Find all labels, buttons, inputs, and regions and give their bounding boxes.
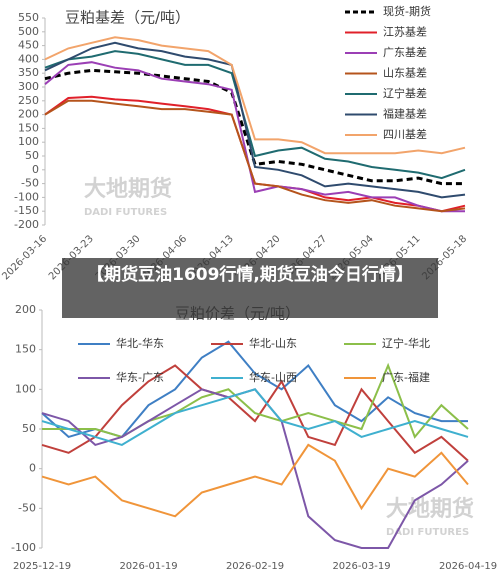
y-tick-label: 200: [15, 303, 36, 316]
y-tick-label: 50: [22, 422, 36, 435]
y-tick-label: 350: [18, 66, 39, 79]
y-tick-label: -50: [18, 501, 36, 514]
series-line: [44, 41, 466, 199]
series-line: [41, 443, 469, 518]
y-tick-label: 0: [29, 462, 36, 475]
series-line: [44, 99, 466, 213]
series-line: [42, 362, 469, 439]
y-tick-label: -50: [21, 177, 39, 190]
y-tick-label: -100: [14, 190, 39, 203]
legend-label: 广东基差: [383, 45, 427, 59]
legend-label: 华东-广东: [116, 370, 164, 384]
legend-label: 现货-期货: [383, 4, 431, 18]
x-tick-label: 2026-03-16: [0, 233, 49, 282]
legend-label: 华北-华东: [116, 336, 164, 350]
article-title[interactable]: 【期货豆油1609行情,期货豆油今日行情】: [62, 258, 438, 318]
legend-label: 华北-山东: [249, 336, 297, 350]
x-tick-label: 2026-04-19: [439, 561, 497, 572]
y-tick-label: -200: [14, 218, 39, 231]
watermark: DADI FUTURES: [386, 527, 469, 538]
watermark: 大地期货: [386, 496, 474, 522]
legend-label: 广东-福建: [382, 370, 430, 384]
y-tick-label: 50: [25, 149, 39, 162]
y-tick-label: 200: [18, 108, 39, 121]
y-tick-label: -150: [14, 204, 39, 217]
watermark: 大地期货: [84, 176, 172, 202]
legend-label: 福建基差: [383, 107, 427, 121]
watermark: DADI FUTURES: [84, 207, 167, 218]
chart-title: 豆粕基差（元/吨）: [65, 9, 190, 27]
series-line: [41, 388, 469, 446]
x-tick-label: 2025-12-19: [13, 561, 71, 572]
legend-label: 辽宁-华北: [382, 336, 430, 350]
x-tick-label: 2026-01-19: [119, 561, 177, 572]
series-line: [44, 61, 465, 213]
legend-label: 辽宁基差: [383, 86, 427, 100]
y-tick-label: 100: [18, 135, 39, 148]
legend-label: 华东-山西: [249, 370, 297, 384]
legend-label: 江苏基差: [383, 25, 427, 39]
y-tick-label: 150: [15, 343, 36, 356]
y-tick-label: 300: [18, 80, 39, 93]
y-tick-label: 150: [18, 121, 39, 134]
series-line: [44, 36, 466, 155]
x-tick-label: 2026-02-19: [226, 561, 284, 572]
y-tick-label: 500: [18, 25, 39, 38]
legend-label: 四川基差: [383, 127, 427, 141]
series-line: [44, 50, 466, 180]
y-tick-label: 450: [18, 39, 39, 52]
y-tick-label: -100: [11, 541, 36, 554]
series-line: [41, 364, 469, 462]
y-tick-label: 550: [18, 11, 39, 24]
y-tick-label: 400: [18, 52, 39, 65]
y-tick-label: 0: [32, 163, 39, 176]
series-line: [44, 68, 465, 186]
y-tick-label: 100: [15, 382, 36, 395]
x-tick-label: 2026-03-19: [332, 561, 390, 572]
y-tick-label: 250: [18, 94, 39, 107]
legend-label: 山东基差: [383, 66, 427, 80]
